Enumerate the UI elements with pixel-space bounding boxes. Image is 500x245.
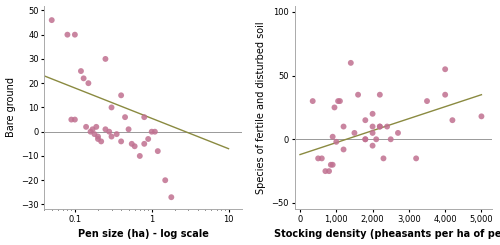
Point [376, 125, 384, 129]
Point [64, 33, 72, 37]
Point [328, 135, 336, 139]
Point [140, 115, 148, 119]
Point [478, 114, 486, 118]
Point [130, 144, 138, 148]
Point [148, 130, 156, 134]
Point [314, 156, 322, 160]
X-axis label: Pen size (ha) - log scale: Pen size (ha) - log scale [78, 230, 208, 239]
Point [80, 76, 88, 80]
Point [144, 137, 152, 141]
Point [117, 139, 125, 143]
Point [334, 99, 342, 103]
Point [124, 127, 132, 131]
Point [308, 99, 316, 103]
X-axis label: Stocking density (pheasants per ha of pen): Stocking density (pheasants per ha of pe… [274, 230, 500, 239]
Point [383, 125, 391, 129]
Point [102, 57, 110, 61]
Point [84, 81, 92, 85]
Point [121, 115, 129, 119]
Point [168, 195, 175, 199]
Point [154, 149, 162, 153]
Point [108, 135, 116, 138]
Point [71, 118, 79, 122]
Point [362, 137, 370, 141]
Point [354, 93, 362, 97]
Point [48, 18, 56, 22]
Point [140, 142, 148, 146]
Point [441, 67, 449, 71]
Point [394, 131, 402, 135]
Point [82, 125, 90, 129]
Point [105, 130, 113, 134]
Point [97, 139, 105, 143]
Y-axis label: Bare ground: Bare ground [6, 77, 16, 137]
Point [86, 130, 94, 134]
Point [94, 137, 102, 141]
Point [332, 140, 340, 144]
Point [347, 61, 355, 65]
Point [448, 118, 456, 122]
Point [330, 106, 338, 110]
Point [117, 93, 125, 97]
Point [71, 33, 79, 37]
Point [372, 137, 380, 141]
Point [368, 144, 376, 148]
Point [318, 156, 326, 160]
Point [325, 169, 333, 173]
Point [423, 99, 431, 103]
Point [108, 106, 116, 110]
Point [327, 163, 335, 167]
Point [102, 127, 110, 131]
Point [322, 169, 330, 173]
Point [376, 125, 384, 129]
Point [362, 137, 370, 141]
Point [328, 163, 336, 167]
Point [350, 131, 358, 135]
Point [336, 99, 344, 103]
Point [112, 132, 120, 136]
Point [380, 156, 388, 160]
Point [88, 127, 96, 131]
Point [368, 112, 376, 116]
Point [376, 93, 384, 97]
Point [77, 69, 85, 73]
Point [90, 132, 98, 136]
Point [441, 93, 449, 97]
Point [340, 125, 347, 129]
Point [368, 131, 376, 135]
Point [412, 156, 420, 160]
Point [362, 118, 370, 122]
Point [68, 118, 76, 122]
Point [151, 130, 159, 134]
Point [386, 137, 394, 141]
Point [368, 125, 376, 129]
Point [340, 147, 347, 151]
Point [94, 135, 102, 138]
Y-axis label: Species of fertile and disturbed soil: Species of fertile and disturbed soil [256, 21, 266, 194]
Point [136, 154, 144, 158]
Point [161, 178, 169, 182]
Point [92, 125, 100, 129]
Point [128, 142, 136, 146]
